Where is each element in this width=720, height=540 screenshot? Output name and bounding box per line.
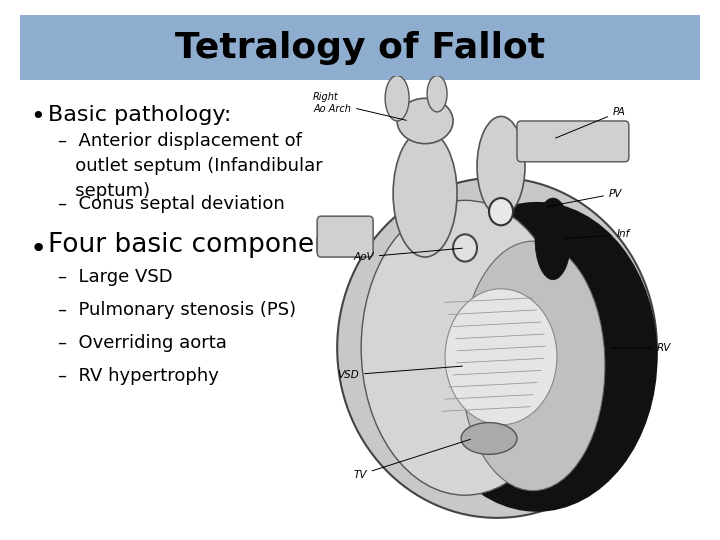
Text: Right
Ao Arch: Right Ao Arch xyxy=(313,92,406,120)
Ellipse shape xyxy=(361,200,569,495)
Text: •: • xyxy=(30,235,48,263)
Text: AoV: AoV xyxy=(353,248,462,262)
Text: Inf: Inf xyxy=(564,230,630,239)
Ellipse shape xyxy=(477,117,525,216)
Ellipse shape xyxy=(397,98,453,144)
Text: –  Pulmonary stenosis (PS): – Pulmonary stenosis (PS) xyxy=(58,301,296,319)
Text: VSD: VSD xyxy=(337,366,462,380)
Ellipse shape xyxy=(535,198,571,280)
FancyBboxPatch shape xyxy=(517,121,629,162)
Text: PA: PA xyxy=(556,107,626,138)
Text: –  Overriding aorta: – Overriding aorta xyxy=(58,334,227,352)
Text: Basic pathology:: Basic pathology: xyxy=(48,105,231,125)
Ellipse shape xyxy=(461,241,605,491)
Text: –  Anterior displacement of
   outlet septum (Infandibular
   septum): – Anterior displacement of outlet septum… xyxy=(58,132,323,200)
Ellipse shape xyxy=(337,178,657,518)
Text: TV: TV xyxy=(353,440,470,480)
Circle shape xyxy=(489,198,513,225)
FancyBboxPatch shape xyxy=(318,216,373,257)
Text: RV: RV xyxy=(612,343,671,353)
Circle shape xyxy=(453,234,477,261)
Text: Four basic components: Four basic components xyxy=(48,232,355,258)
Text: –  Conus septal deviation: – Conus septal deviation xyxy=(58,195,284,213)
Ellipse shape xyxy=(385,76,409,121)
Ellipse shape xyxy=(445,289,557,425)
Ellipse shape xyxy=(427,76,447,112)
Text: Tetralogy of Fallot: Tetralogy of Fallot xyxy=(175,31,545,65)
Text: –  Large VSD: – Large VSD xyxy=(58,268,173,286)
Text: –  RV hypertrophy: – RV hypertrophy xyxy=(58,367,219,385)
Ellipse shape xyxy=(461,423,517,454)
Ellipse shape xyxy=(417,202,657,511)
FancyBboxPatch shape xyxy=(20,15,700,80)
Ellipse shape xyxy=(393,130,457,257)
Text: •: • xyxy=(30,105,45,129)
Text: PV: PV xyxy=(548,188,622,207)
